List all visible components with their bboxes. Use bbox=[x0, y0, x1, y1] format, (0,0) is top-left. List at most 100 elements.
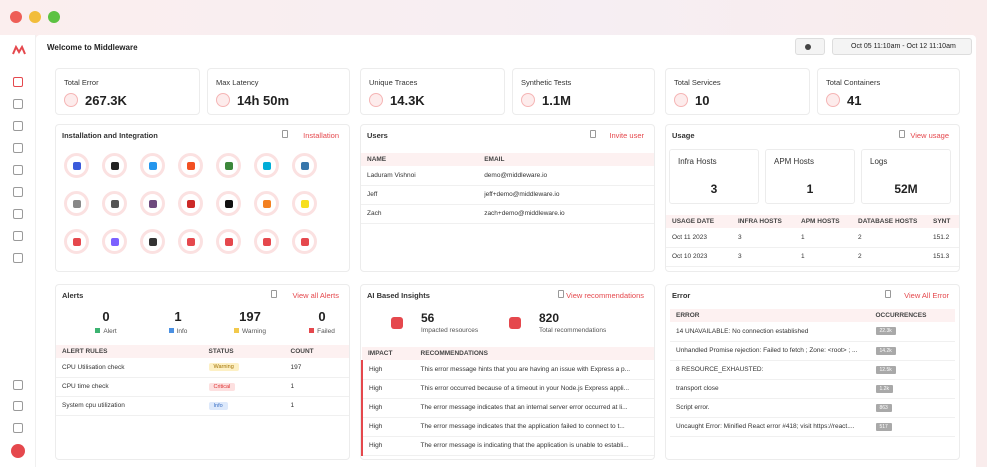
table-cell: Oct 10 2023 bbox=[666, 247, 732, 267]
column-header: USAGE DATE bbox=[666, 215, 732, 228]
integration-icon[interactable] bbox=[140, 229, 165, 254]
table-cell: 197 bbox=[284, 358, 349, 378]
nav-icon[interactable] bbox=[13, 121, 23, 131]
table-row: Uncaught Error: Minified React error #41… bbox=[670, 417, 955, 437]
status-pill: Info bbox=[208, 401, 228, 410]
summary-icon bbox=[509, 317, 521, 329]
cell-text: System cpu utilization bbox=[62, 402, 125, 409]
minimize-button[interactable] bbox=[29, 11, 41, 23]
integration-icon[interactable] bbox=[216, 153, 241, 178]
integration-icon[interactable] bbox=[178, 229, 203, 254]
usage-card: Infra Hosts 3 bbox=[669, 149, 759, 204]
nav-icon[interactable] bbox=[13, 77, 23, 87]
cell-text: 1 bbox=[801, 233, 805, 241]
table-cell: CPU Utilisation check bbox=[56, 358, 203, 378]
cell-text: High bbox=[369, 442, 383, 449]
integration-icon[interactable] bbox=[178, 191, 203, 216]
column-header: ERROR bbox=[670, 309, 870, 322]
cell-text: 1 bbox=[290, 383, 295, 390]
panel-action[interactable]: View all Alerts bbox=[292, 291, 339, 300]
integration-icon[interactable] bbox=[64, 191, 89, 216]
panel-action[interactable]: View usage bbox=[910, 131, 949, 140]
integration-icon[interactable] bbox=[254, 229, 279, 254]
nav-icon[interactable] bbox=[13, 209, 23, 219]
maximize-button[interactable] bbox=[48, 11, 60, 23]
table-cell: 2 bbox=[852, 247, 927, 267]
nav-icon[interactable] bbox=[13, 423, 23, 433]
column-header: OCCURRENCES bbox=[869, 309, 955, 322]
delete-icon[interactable] bbox=[899, 130, 905, 138]
cell-text: CPU Utilisation check bbox=[62, 363, 125, 371]
panel-action[interactable]: View All Error bbox=[904, 291, 949, 300]
integration-icon[interactable] bbox=[64, 153, 89, 178]
table-row: Oct 10 2023 3 1 2 151.3 bbox=[666, 247, 959, 267]
integration-icon[interactable] bbox=[102, 153, 127, 178]
integration-icon[interactable] bbox=[102, 191, 127, 216]
panel-title: Alerts bbox=[62, 291, 84, 300]
summary-label: Impacted resources bbox=[421, 327, 479, 334]
integration-icon[interactable] bbox=[178, 153, 203, 178]
panel-action[interactable]: Invite user bbox=[609, 131, 644, 140]
cell-text: The error message is indicating that the… bbox=[420, 442, 629, 449]
date-range: Oct 05 11:10am - Oct 12 11:10am bbox=[851, 43, 956, 50]
alert-count: 1 Info bbox=[148, 309, 208, 335]
date-range-picker[interactable]: Oct 05 11:10am - Oct 12 11:10am bbox=[832, 38, 972, 55]
delete-icon[interactable] bbox=[558, 290, 564, 298]
nav-icon[interactable] bbox=[13, 231, 23, 241]
table-row: Laduram Vishnoi demo@middleware.io bbox=[361, 166, 654, 186]
usage-value: 3 bbox=[710, 182, 718, 196]
column-header: SYNT bbox=[927, 215, 959, 228]
panel-header: Error View All Error bbox=[666, 285, 959, 305]
logo bbox=[263, 162, 271, 170]
nav-icon[interactable] bbox=[13, 187, 23, 197]
settings-button[interactable] bbox=[795, 38, 825, 55]
integration-icon[interactable] bbox=[102, 229, 127, 254]
user-avatar[interactable] bbox=[11, 444, 25, 458]
nav-icon[interactable] bbox=[13, 380, 23, 390]
delete-icon[interactable] bbox=[271, 290, 277, 298]
count-value: 1 bbox=[174, 309, 182, 324]
panel-header: AI Based Insights View recommendations bbox=[361, 285, 654, 305]
integration-icon[interactable] bbox=[292, 191, 317, 216]
header-row: USAGE DATE INFRA HOSTS APM HOSTS DATABASE H… bbox=[666, 215, 959, 228]
integration-icon[interactable] bbox=[140, 191, 165, 216]
delete-icon[interactable] bbox=[590, 130, 597, 138]
nav-icon[interactable] bbox=[13, 143, 23, 153]
delete-icon[interactable] bbox=[281, 130, 288, 138]
integration-icon[interactable] bbox=[216, 229, 241, 254]
summary-value: 56 bbox=[421, 311, 435, 325]
table-cell: CPU time check bbox=[56, 377, 203, 397]
integration-icon[interactable] bbox=[64, 229, 89, 254]
table-cell: 14.2k bbox=[869, 341, 955, 361]
stat-card: Max Latency 14h 50m bbox=[207, 68, 350, 115]
logo bbox=[111, 200, 119, 208]
stat-card: Total Error 267.3K bbox=[55, 68, 200, 115]
nav-icon[interactable] bbox=[13, 253, 23, 263]
integration-icon[interactable] bbox=[216, 191, 241, 216]
table-cell: High bbox=[361, 436, 415, 456]
nav-icon[interactable] bbox=[13, 165, 23, 175]
nav-icon[interactable] bbox=[13, 401, 23, 411]
logo bbox=[149, 238, 157, 246]
table-row: System cpu utilization Info 1 bbox=[56, 396, 349, 416]
integration-icon[interactable] bbox=[254, 191, 279, 216]
delete-icon[interactable] bbox=[884, 290, 891, 298]
column-header: EMAIL bbox=[478, 153, 654, 166]
occurrence-badge: 1.2k bbox=[875, 384, 893, 393]
panel-action[interactable]: Installation bbox=[303, 131, 339, 140]
stat-card: Total Services 10 bbox=[665, 68, 810, 115]
integration-icon[interactable] bbox=[292, 153, 317, 178]
table-cell: 14 UNAVAILABLE: No connection establishe… bbox=[670, 322, 870, 342]
panel-action[interactable]: View recommendations bbox=[566, 291, 644, 300]
table-row: Oct 11 2023 3 1 2 151.2 bbox=[666, 228, 959, 248]
occurrence-badge: 14.2k bbox=[875, 346, 896, 355]
table-cell: Jeff bbox=[361, 185, 479, 205]
nav-icon[interactable] bbox=[13, 99, 23, 109]
close-button[interactable] bbox=[10, 11, 22, 23]
integration-icon[interactable] bbox=[254, 153, 279, 178]
integration-icon[interactable] bbox=[140, 153, 165, 178]
sidebar bbox=[0, 35, 36, 467]
table-cell: 3 bbox=[732, 228, 795, 248]
integration-icon[interactable] bbox=[292, 229, 317, 254]
logo bbox=[263, 200, 271, 208]
